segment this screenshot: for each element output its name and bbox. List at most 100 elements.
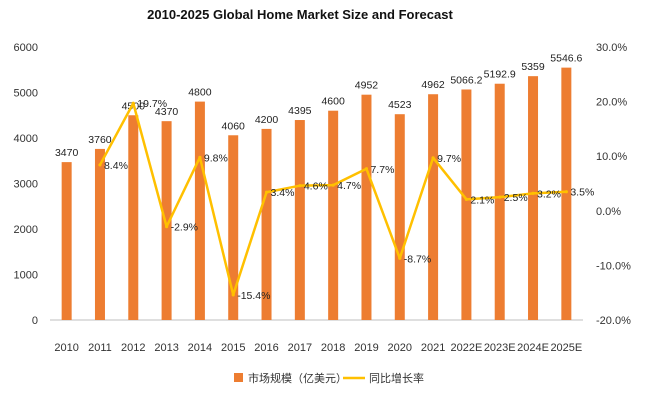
bar bbox=[361, 94, 372, 321]
bar bbox=[294, 120, 305, 320]
bar-value-label: 3470 bbox=[55, 147, 79, 159]
line-value-label: 19.7% bbox=[137, 98, 167, 110]
bar bbox=[328, 110, 339, 320]
x-tick-label: 2024E bbox=[517, 342, 549, 354]
x-axis: 2010 2011 2012 2013 2014 2015 2016 2017 2018 2019… bbox=[54, 342, 582, 354]
bar bbox=[461, 89, 472, 320]
line-point bbox=[431, 156, 435, 160]
line-value-label: 4.7% bbox=[337, 180, 361, 192]
bar-value-label: 5546.6 bbox=[550, 53, 582, 65]
x-tick-label: 2020 bbox=[388, 342, 412, 354]
legend: 市场规模（亿美元） 同比增长率 bbox=[234, 371, 424, 385]
line-value-label: 3.4% bbox=[271, 187, 295, 199]
bar bbox=[528, 76, 539, 320]
line-point bbox=[198, 155, 202, 159]
bar bbox=[228, 135, 239, 320]
line-point bbox=[564, 190, 568, 194]
bar bbox=[494, 83, 505, 320]
chart-title: 2010-2025 Global Home Market Size and Fo… bbox=[147, 7, 453, 22]
line-point bbox=[264, 190, 269, 194]
bar bbox=[94, 148, 105, 320]
line-value-label: -2.9% bbox=[171, 222, 198, 234]
x-tick-label: 2021 bbox=[421, 342, 445, 354]
line-value-label: 9.8% bbox=[204, 152, 228, 164]
y-right-tick-label: 0.0% bbox=[596, 206, 621, 218]
y-left-tick-label: 4000 bbox=[14, 133, 38, 145]
y-right-axis: -20.0% -10.0% 0.0% 10.0% 20.0% 30.0% bbox=[596, 42, 631, 327]
bar-value-label: 4395 bbox=[288, 105, 312, 117]
bar bbox=[194, 101, 205, 320]
line-point bbox=[164, 225, 169, 229]
y-left-tick-label: 0 bbox=[32, 315, 38, 327]
y-right-tick-label: -20.0% bbox=[596, 315, 631, 327]
bar-value-label: 5192.9 bbox=[484, 69, 516, 81]
line-point bbox=[331, 183, 335, 187]
line-point bbox=[98, 163, 102, 167]
line-data-labels: 8.4% 19.7% -2.9% 9.8% -15.4% 3.4% 4.6% 4.7% 7.7%… bbox=[104, 98, 594, 302]
bar-value-label: 3760 bbox=[88, 134, 112, 146]
line-series bbox=[98, 101, 568, 297]
line-point bbox=[464, 197, 469, 201]
legend-bar-label: 市场规模（亿美元） bbox=[248, 371, 347, 385]
bar-value-label: 4370 bbox=[155, 106, 179, 118]
x-tick-label: 2019 bbox=[354, 342, 378, 354]
x-tick-label: 2014 bbox=[188, 342, 212, 354]
line-value-label: 2.5% bbox=[504, 192, 528, 204]
bar-value-label: 4800 bbox=[188, 87, 212, 99]
x-tick-label: 2018 bbox=[321, 342, 345, 354]
line-value-label: 7.7% bbox=[370, 164, 394, 176]
line-point bbox=[231, 293, 235, 297]
x-tick-label: 2011 bbox=[88, 342, 112, 354]
y-right-tick-label: -10.0% bbox=[596, 260, 631, 272]
legend-line-label: 同比增长率 bbox=[369, 371, 424, 385]
line-value-label: 3.5% bbox=[570, 187, 594, 199]
bar-value-label: 4523 bbox=[388, 99, 412, 111]
line-value-label: 3.2% bbox=[537, 188, 561, 200]
y-left-tick-label: 5000 bbox=[14, 88, 38, 100]
x-tick-label: 2012 bbox=[121, 342, 145, 354]
bar-value-label: 4200 bbox=[255, 114, 279, 126]
bar bbox=[128, 115, 139, 320]
bar-value-label: 4060 bbox=[222, 120, 246, 132]
x-tick-label: 2016 bbox=[254, 342, 278, 354]
y-left-tick-label: 2000 bbox=[14, 224, 38, 236]
y-left-tick-label: 1000 bbox=[14, 270, 38, 282]
x-tick-label: 2023E bbox=[484, 342, 516, 354]
y-right-tick-label: 10.0% bbox=[596, 151, 627, 163]
bar-value-label: 4952 bbox=[355, 80, 379, 92]
line-value-label: 8.4% bbox=[104, 160, 128, 172]
x-tick-label: 2010 bbox=[54, 342, 78, 354]
x-tick-label: 2017 bbox=[288, 342, 312, 354]
bar-series bbox=[61, 67, 572, 321]
bar-value-label: 4600 bbox=[321, 96, 345, 108]
bar bbox=[394, 114, 405, 321]
bar bbox=[61, 162, 72, 320]
line-point bbox=[298, 184, 302, 188]
bar-value-label: 5359 bbox=[521, 61, 545, 73]
bar-value-label: 5066.2 bbox=[450, 74, 482, 86]
bar bbox=[261, 128, 272, 320]
line-value-label: 9.7% bbox=[437, 153, 461, 165]
x-tick-label: 2025E bbox=[550, 342, 582, 354]
line-point bbox=[364, 167, 369, 171]
line-point bbox=[131, 101, 135, 105]
line-value-label: 4.6% bbox=[304, 181, 328, 193]
x-tick-label: 2022E bbox=[451, 342, 483, 354]
bar bbox=[561, 67, 572, 320]
line-point bbox=[498, 195, 502, 199]
x-tick-label: 2013 bbox=[154, 342, 178, 354]
y-left-tick-label: 3000 bbox=[14, 179, 38, 191]
line-point bbox=[398, 256, 402, 260]
x-tick-label: 2015 bbox=[221, 342, 245, 354]
y-left-axis: 0 1000 2000 3000 4000 5000 6000 bbox=[14, 42, 38, 327]
line-value-label: -15.4% bbox=[237, 290, 270, 302]
bar bbox=[428, 94, 439, 320]
y-left-tick-label: 6000 bbox=[14, 42, 38, 54]
y-right-tick-label: 20.0% bbox=[596, 97, 627, 109]
bar bbox=[161, 121, 172, 320]
y-right-tick-label: 30.0% bbox=[596, 42, 627, 54]
line-value-label: -8.7% bbox=[404, 253, 431, 265]
line-value-label: 2.1% bbox=[470, 194, 494, 206]
